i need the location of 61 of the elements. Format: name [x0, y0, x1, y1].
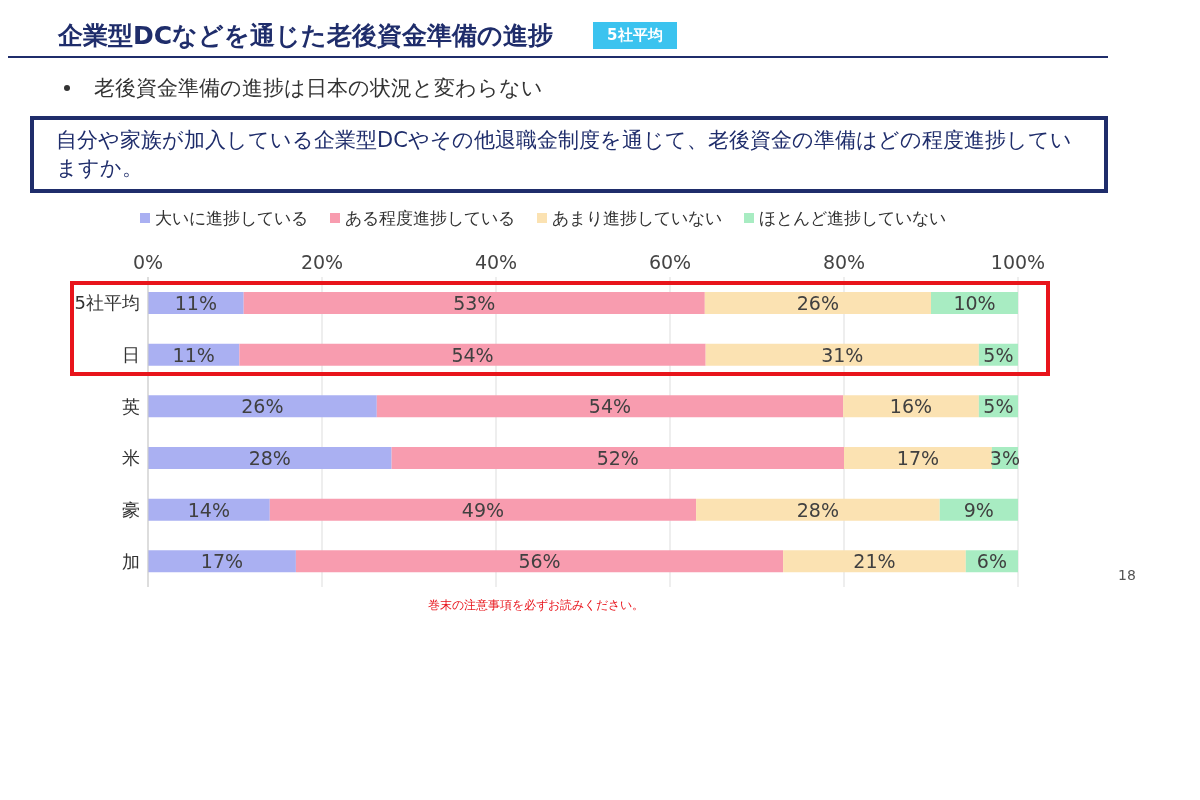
y-tick-label: 5社平均: [74, 291, 140, 313]
bar: [148, 446, 392, 469]
legend-label: 大いに進捗している: [154, 206, 308, 230]
data-label: 31%: [821, 343, 864, 366]
bar: [783, 550, 966, 573]
data-label: 5%: [983, 343, 1014, 366]
legend-label: ある程度進捗している: [344, 206, 515, 230]
x-tick-label: 40%: [474, 250, 518, 273]
bar: [376, 395, 844, 418]
y-tick-label: 英: [122, 395, 140, 417]
bar: [705, 343, 979, 366]
data-label: 53%: [453, 291, 496, 314]
text: 老後資金準備の進捗は日本の状況と変わらない: [94, 75, 543, 102]
y-tick-label: 米: [122, 446, 140, 468]
data-label: 17%: [896, 446, 940, 469]
legend-label: ほとんど進捗していない: [758, 206, 946, 230]
text: 18: [1118, 566, 1136, 583]
data-label: 9%: [963, 498, 994, 521]
x-tick-label: 60%: [648, 250, 692, 273]
data-label: 17%: [200, 550, 244, 573]
bar: [704, 291, 931, 314]
data-label: 26%: [241, 395, 284, 418]
data-label: 49%: [461, 498, 505, 521]
bar: [843, 395, 979, 418]
bar: [239, 343, 706, 366]
data-label: 26%: [796, 291, 840, 314]
y-tick-label: 日: [122, 343, 140, 365]
bar: [391, 446, 844, 469]
data-label: 54%: [588, 395, 632, 418]
data-label: 11%: [172, 343, 215, 366]
data-label: 14%: [187, 498, 231, 521]
text: 自分や家族が加入している企業型DCやその他退職金制度を通じて、老後資金の準備はどの程度進捗していますか。: [30, 116, 1108, 193]
data-label: 56%: [518, 550, 561, 573]
data-label: 3%: [989, 446, 1021, 469]
data-label: 5%: [983, 395, 1014, 418]
bar: [148, 550, 296, 573]
data-label: 28%: [796, 498, 840, 521]
bar: [844, 446, 992, 469]
data-label: 21%: [853, 550, 896, 573]
bar: [243, 291, 705, 314]
chart-subtitle: 5社平均: [593, 21, 677, 49]
data-label: 52%: [596, 446, 639, 469]
x-tick-label: 80%: [822, 250, 866, 273]
bar: [269, 498, 697, 521]
data-label: 28%: [248, 446, 291, 469]
bar: [295, 550, 784, 573]
y-tick-label: 加: [122, 550, 140, 572]
data-label: 16%: [889, 395, 933, 418]
x-tick-label: 100%: [990, 250, 1046, 273]
data-label: 11%: [174, 291, 217, 314]
data-label: 6%: [976, 550, 1007, 573]
x-tick-label: 20%: [300, 250, 344, 273]
x-tick-label: 0%: [132, 250, 164, 273]
text: 巻末の注意事項を必ずお読みください。: [428, 596, 644, 614]
data-label: 10%: [953, 291, 996, 314]
data-label: 54%: [451, 343, 494, 366]
bar: [148, 395, 377, 418]
y-tick-label: 豪: [122, 498, 140, 520]
chart-title: 企業型DCなどを通じた老後資金準備の進捗: [58, 19, 554, 52]
legend-label: あまり進捗していない: [551, 206, 722, 230]
bar: [696, 498, 940, 521]
